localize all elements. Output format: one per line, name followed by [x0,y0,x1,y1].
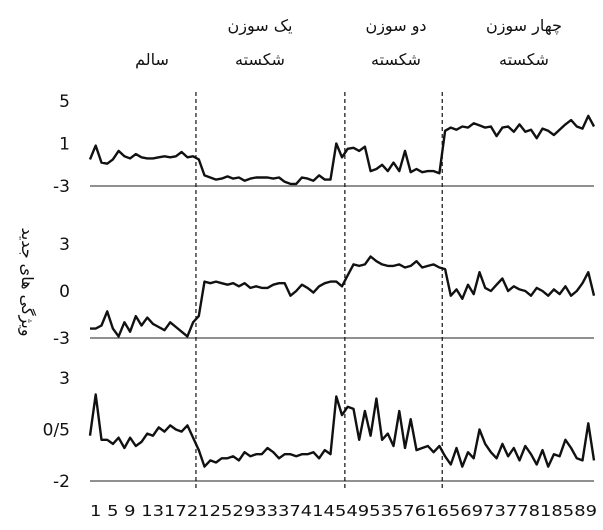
header-one-needle-line2: شکسته [235,50,285,69]
panel-3-y-tick: 0/5 [43,421,70,441]
header-four-needle-line1: چهار سوزن [486,16,562,36]
panel-1-y-tick: 5 [59,92,70,112]
panel-2: 3 0 -3 [53,235,596,349]
panel-1-y-tick: 1 [59,135,70,155]
panel-2-y-tick: -3 [53,329,70,349]
panel-2-y-tick: 0 [59,282,70,302]
panel-1: 5 1 -3 [53,92,596,197]
header-two-needle-line1: دو سوزن [365,16,426,36]
panel-1-series-line [88,114,596,186]
panel-3-series-line [88,393,596,468]
panel-3-y-tick: -2 [53,472,70,492]
header-four-needle-line2: شکسته [499,50,549,69]
panel-2-series-line [90,255,596,338]
panel-3-y-tick: 3 [59,369,70,389]
panels: 5 1 -3 3 0 -3 3 0/5 -2 [43,92,596,492]
panel-2-y-tick: 3 [59,235,70,255]
panel-1-y-tick: -3 [53,177,70,197]
condition-dividers [195,92,443,488]
panel-3: 3 0/5 -2 [43,369,596,492]
y-axis-label: ویژگی های جدید [17,227,37,336]
header-one-needle-line1: یک سوزن [227,16,292,36]
condition-headers: سالم یک سوزن شکسته دو سوزن شکسته چهار سو… [135,16,562,69]
header-two-needle-line2: شکسته [371,50,421,69]
header-healthy-line2: سالم [135,50,169,69]
x-tick-labels: 1 5 9 1317212529333741454953576165697377… [90,502,597,520]
